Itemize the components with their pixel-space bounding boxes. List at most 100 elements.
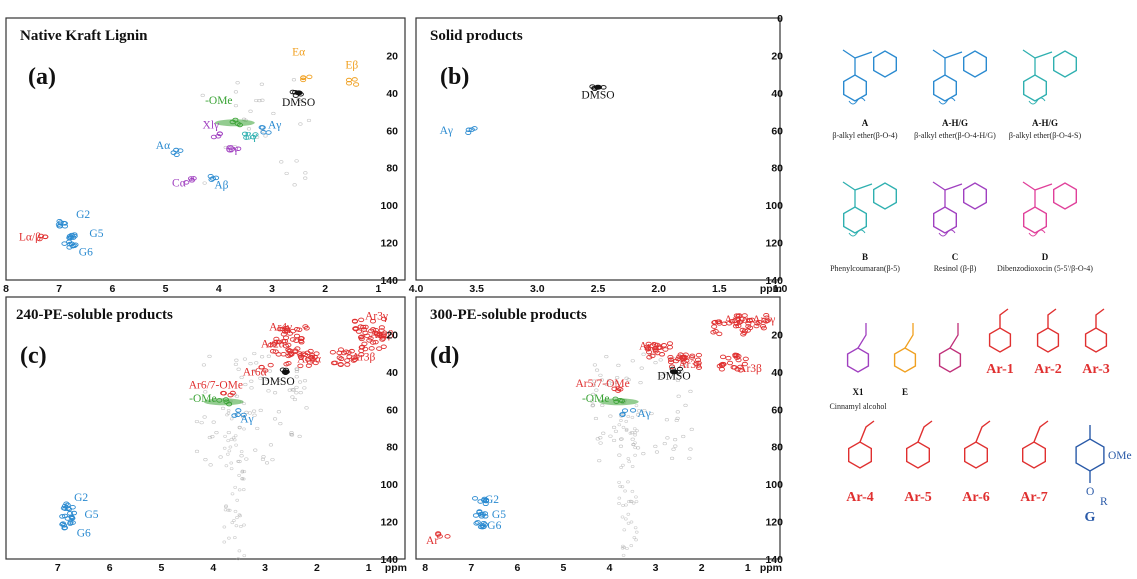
peak-contour xyxy=(721,321,728,327)
noise-peak xyxy=(632,427,637,431)
bond xyxy=(842,181,873,207)
peak-contour xyxy=(481,511,489,516)
noise-peak xyxy=(228,445,233,449)
x-tick-label: 1 xyxy=(375,283,381,295)
noise-peak xyxy=(236,557,241,561)
peak-contour xyxy=(275,352,282,357)
noise-peak xyxy=(638,381,643,385)
noise-peak xyxy=(270,458,275,462)
y-tick-label: 60 xyxy=(771,125,783,137)
peak-label: DMSO xyxy=(657,370,690,382)
benzene-ring xyxy=(846,347,870,373)
noise-peak xyxy=(199,421,204,425)
noise-peak xyxy=(276,410,281,414)
side-chain xyxy=(999,308,1009,328)
peak-contour xyxy=(710,330,717,335)
x-tick-label: 2 xyxy=(322,283,328,295)
bond xyxy=(932,181,963,207)
peak-contour xyxy=(297,363,304,369)
peak-contour xyxy=(621,408,629,413)
benzene-ring xyxy=(964,441,988,469)
noise-peak xyxy=(674,418,679,422)
aromatic-Ar-4: Ar-4 xyxy=(846,420,875,505)
noise-peak xyxy=(683,403,688,408)
noise-peak xyxy=(653,361,658,365)
peak-contour xyxy=(644,345,651,351)
structure-name: C xyxy=(952,252,959,262)
noise-peak xyxy=(608,434,613,438)
noise-peak xyxy=(676,394,681,398)
noise-peak xyxy=(624,503,628,507)
noise-peak xyxy=(291,78,297,82)
noise-peak xyxy=(298,391,303,395)
wavy-bond xyxy=(1028,229,1046,237)
peak-contour xyxy=(235,408,242,413)
y-tick-label: 40 xyxy=(771,367,783,379)
noise-peak xyxy=(620,515,625,519)
structure-A: Aβ-alkyl ether(β-O-4) xyxy=(832,49,898,140)
noise-peak xyxy=(626,414,631,418)
structure-B: B Phenylcoumaran(β-5) xyxy=(830,181,900,273)
y-tick-label: 40 xyxy=(386,88,398,100)
peak-contour xyxy=(737,368,744,373)
peak-contour xyxy=(668,364,676,369)
noise-peak xyxy=(247,411,253,415)
noise-peak xyxy=(675,410,680,414)
peak-contour xyxy=(188,178,195,183)
structure-name: D xyxy=(1042,252,1049,262)
noise-peak xyxy=(296,97,301,101)
noise-peak xyxy=(294,385,299,390)
noise-peak xyxy=(222,540,227,544)
peak-label: Xlγ xyxy=(203,119,220,131)
peak-label: -OMe xyxy=(205,95,232,107)
noise-peak xyxy=(671,447,676,451)
panel-letter: (b) xyxy=(440,64,469,90)
peak-contour xyxy=(60,523,68,528)
peak-label: -OMe xyxy=(582,393,609,405)
peak-contour xyxy=(630,408,637,413)
aromatic-label: Ar-7 xyxy=(1020,490,1047,505)
aromatic-Ar-2: Ar-2 xyxy=(1034,308,1062,377)
peak-contour xyxy=(476,509,483,514)
x-tick-label: 3 xyxy=(269,283,275,295)
peak-contour xyxy=(761,317,768,323)
noise-peak xyxy=(673,444,678,448)
benzene-ring xyxy=(1022,441,1047,469)
noise-peak xyxy=(623,489,627,493)
peak-contour xyxy=(652,347,659,353)
peak-contour xyxy=(716,331,723,337)
x-tick-label: 4 xyxy=(210,562,216,574)
peak-contour xyxy=(297,338,304,344)
noise-peak xyxy=(619,437,623,441)
noise-peak xyxy=(264,461,270,465)
noise-peak xyxy=(635,429,639,433)
x-tick-label: 2.5 xyxy=(591,283,606,295)
noise-peak xyxy=(621,463,625,467)
side-chain xyxy=(1047,308,1057,328)
peak-contour xyxy=(344,362,351,367)
noise-peak xyxy=(289,433,295,437)
bond xyxy=(1022,49,1053,75)
noise-peak xyxy=(626,521,631,525)
peak-contour xyxy=(736,320,744,325)
y-tick-label: 100 xyxy=(380,200,398,212)
peak-contour xyxy=(679,354,686,360)
peak-label: Aγ xyxy=(268,119,281,131)
peak-contour xyxy=(662,347,669,352)
noise-peak xyxy=(598,373,603,377)
noise-peak xyxy=(224,464,229,468)
benzene-ring xyxy=(1023,74,1048,102)
aromatic-label: Ar-5 xyxy=(904,490,931,505)
peak-contour xyxy=(369,319,377,324)
x-tick-label: 3.5 xyxy=(469,283,484,295)
peak-contour xyxy=(753,323,760,329)
peak-contour xyxy=(376,346,383,351)
noise-peak xyxy=(248,361,253,366)
peak-contour xyxy=(293,338,300,343)
peak-contour xyxy=(619,412,626,417)
noise-peak xyxy=(242,554,247,558)
peak-label: Ar3α xyxy=(297,354,321,366)
y-tick-label: 120 xyxy=(765,238,783,250)
x-tick-label: 6 xyxy=(107,562,113,574)
noise-peak xyxy=(621,553,626,557)
